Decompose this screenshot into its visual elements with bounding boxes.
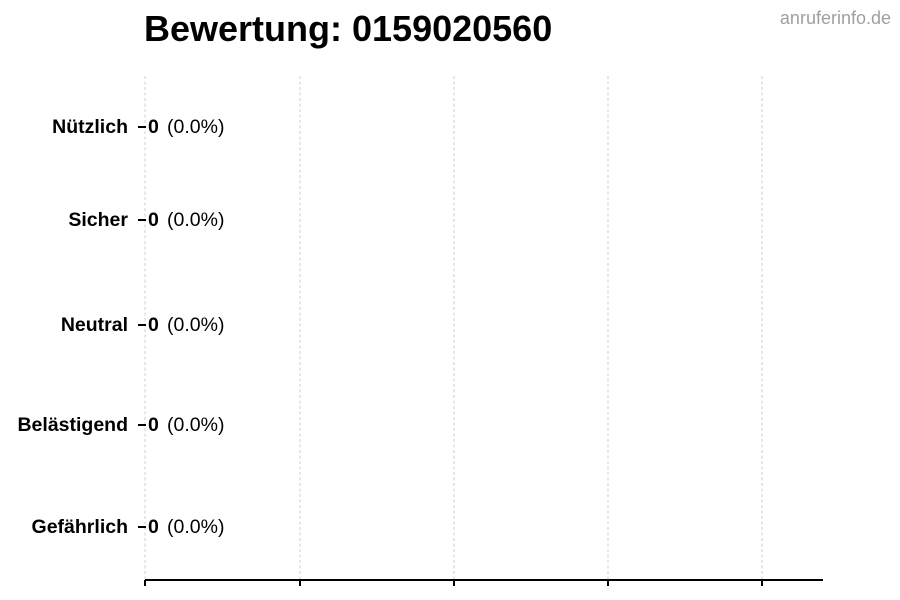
svg-text:Belästigend: Belästigend xyxy=(17,414,128,436)
svg-text:0: 0 xyxy=(148,209,159,231)
svg-text:(0.0%): (0.0%) xyxy=(167,116,224,138)
svg-text:(0.0%): (0.0%) xyxy=(167,414,224,436)
svg-text:Neutral: Neutral xyxy=(61,314,128,336)
svg-text:Sicher: Sicher xyxy=(68,209,128,231)
svg-text:0: 0 xyxy=(148,314,159,336)
svg-text:(0.0%): (0.0%) xyxy=(167,516,224,538)
svg-text:Gefährlich: Gefährlich xyxy=(32,516,128,538)
svg-text:(0.0%): (0.0%) xyxy=(167,314,224,336)
svg-text:(0.0%): (0.0%) xyxy=(167,209,224,231)
svg-text:Nützlich: Nützlich xyxy=(52,116,128,138)
svg-text:0: 0 xyxy=(148,414,159,436)
svg-text:0: 0 xyxy=(148,116,159,138)
svg-text:0: 0 xyxy=(148,516,159,538)
